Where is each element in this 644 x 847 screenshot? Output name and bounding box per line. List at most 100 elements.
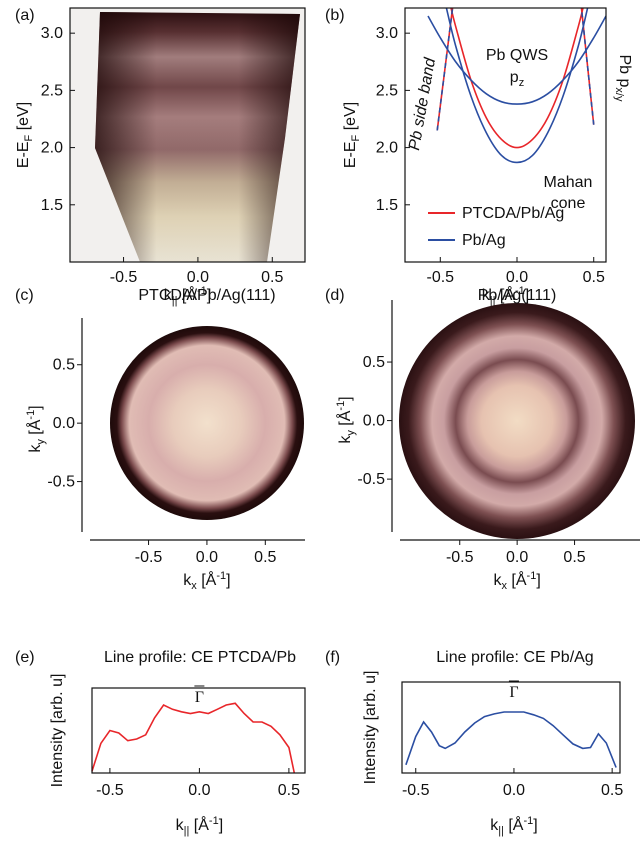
y-axis-label: Intensity [arb. u] (49, 674, 66, 788)
x-axis-label: k|| [Å-1] (164, 285, 212, 307)
label-part: ] (219, 817, 223, 834)
label-part: || (172, 295, 178, 307)
label-part: F (23, 134, 35, 141)
y-tick-label: 3.0 (41, 25, 63, 42)
label-part: [Å (197, 570, 217, 589)
y-axis-label: E-EF [eV] (342, 102, 362, 168)
label-part: k (482, 287, 491, 304)
y-tick-label: 3.0 (376, 25, 398, 42)
x-tick-label: 0.5 (278, 782, 300, 799)
panel-letter: (b) (325, 7, 345, 24)
label-part: Intensity [arb. u] (362, 671, 379, 785)
band-curve (450, 8, 584, 149)
panel-title: Line profile: CE PTCDA/Pb (104, 649, 296, 666)
label-part: E-E (342, 141, 359, 168)
label-part: [Å (495, 285, 515, 304)
label-part: Mahan (544, 174, 593, 191)
constant-energy-map (399, 303, 635, 539)
label-part: ] (27, 405, 44, 409)
label-part: x (191, 580, 197, 592)
profile-line (91, 702, 296, 774)
plot-frame (91, 687, 306, 774)
plot-frame (401, 681, 621, 774)
label-part: y (35, 439, 47, 445)
label-part: -1 (335, 401, 347, 411)
y-tick-label: 1.5 (41, 197, 63, 214)
annotation: Pb QWS (486, 47, 548, 64)
x-tick-label: -0.5 (402, 782, 430, 799)
x-tick-label: 0.0 (196, 549, 218, 566)
annotation: Pb side band (406, 56, 439, 152)
x-tick-label: -0.5 (110, 269, 138, 286)
panel-title: PTCDA/Pb/Ag(111) (138, 287, 275, 304)
label-part: k (493, 572, 502, 589)
panel-letter: (e) (15, 649, 35, 666)
y-axis-label: ky [Å-1] (335, 396, 357, 443)
panel-title: Pb/Ag(111) (478, 287, 557, 304)
label-part: -1 (523, 815, 533, 827)
arpes-shading (95, 12, 300, 262)
label-part: k (27, 444, 44, 453)
label-part: cone (551, 195, 586, 212)
x-tick-label: 0.5 (583, 269, 605, 286)
x-tick-label: 0.0 (503, 782, 525, 799)
y-tick-label: 0.5 (53, 357, 75, 374)
x-axis-label: k|| [Å-1] (176, 815, 224, 837)
x-tick-label: -0.5 (96, 782, 124, 799)
label-part: [eV] (342, 102, 359, 135)
label-part: -1 (25, 410, 37, 420)
label-part: ] (536, 572, 540, 589)
label-part: F (350, 134, 362, 141)
label-part: k (337, 435, 354, 444)
constant-energy-map (110, 326, 304, 520)
x-tick-label: 0.0 (506, 269, 528, 286)
label-part: [Å (504, 815, 524, 834)
y-axis-label: Intensity [arb. u] (362, 671, 379, 785)
label-part: [eV] (15, 102, 32, 135)
x-tick-label: 0.5 (261, 269, 283, 286)
y-tick-label: 0.0 (53, 415, 75, 432)
label-part: k (490, 817, 499, 834)
label-part: ] (533, 817, 537, 834)
panel-letter: (a) (15, 7, 35, 24)
y-tick-label: 2.0 (41, 140, 63, 157)
label-part: [Å (189, 815, 209, 834)
gamma-label: Γ (195, 689, 204, 706)
label-part: x/y (613, 87, 625, 102)
y-tick-label: 1.5 (376, 197, 398, 214)
plot-frame (69, 7, 306, 263)
label-part: ] (337, 396, 354, 400)
label-part: x (501, 580, 507, 592)
label-part: [Å (25, 419, 44, 439)
annotation: cone (551, 195, 586, 212)
y-axis-label: ky [Å-1] (25, 405, 47, 452)
x-tick-label: -0.5 (446, 549, 474, 566)
panel-title: Line profile: CE Pb/Ag (436, 649, 593, 666)
label-part: -1 (515, 285, 525, 297)
y-tick-label: 0.5 (363, 354, 385, 371)
label-part: Intensity [arb. u] (49, 674, 66, 788)
x-axis-label: kx [Å-1] (493, 570, 540, 592)
label-part: Pb QWS (486, 47, 548, 64)
x-axis-label: kx [Å-1] (183, 570, 230, 592)
label-part: k (164, 287, 173, 304)
label-part: y (345, 430, 357, 436)
label-part: [Å (335, 410, 354, 430)
y-tick-label: -0.5 (47, 474, 75, 491)
y-tick-label: 2.0 (376, 140, 398, 157)
x-tick-label: 0.5 (601, 782, 623, 799)
label-part: -1 (527, 570, 537, 582)
x-tick-label: 0.5 (563, 549, 585, 566)
legend-label: Pb/Ag (462, 232, 506, 249)
y-tick-label: 2.5 (41, 82, 63, 99)
x-tick-label: -0.5 (135, 549, 163, 566)
x-axis-label: k|| [Å-1] (482, 285, 530, 307)
x-tick-label: 0.5 (254, 549, 276, 566)
legend-label: PTCDA/Pb/Ag (462, 205, 564, 222)
x-axis-label: k|| [Å-1] (490, 815, 538, 837)
label-part: k (183, 572, 192, 589)
y-tick-label: 2.5 (376, 82, 398, 99)
profile-line (405, 711, 617, 768)
